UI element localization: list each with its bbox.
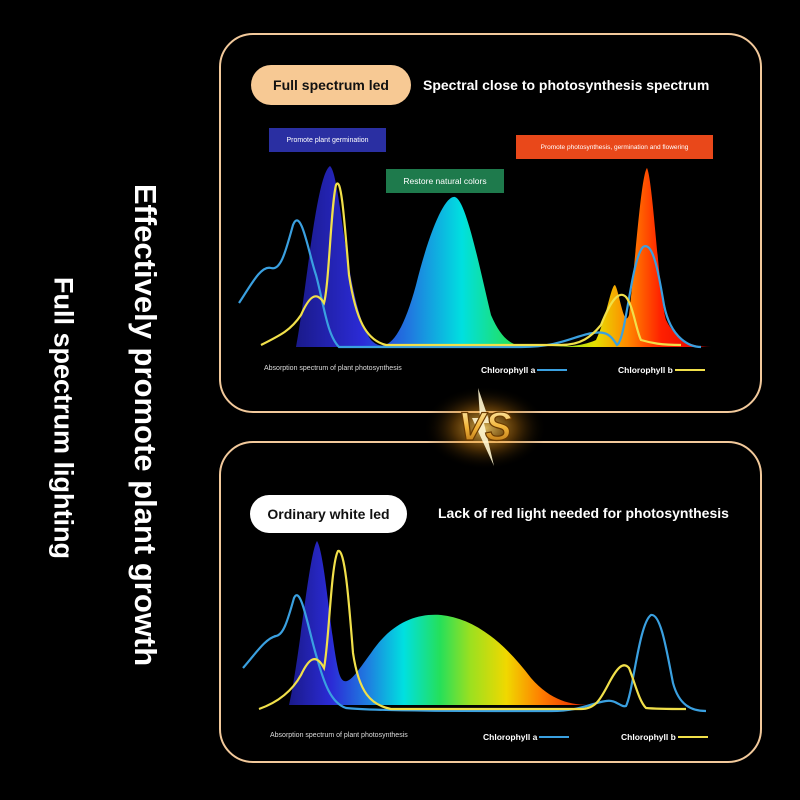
legend-swatch — [539, 736, 570, 738]
white-led-panel: Ordinary white led Lack of red light nee… — [219, 441, 762, 763]
full-spectrum-led-pill: Full spectrum led — [251, 65, 411, 105]
chlorophyll-b-curve — [258, 549, 687, 711]
germination-tag: Promote plant germination — [269, 128, 386, 152]
legend-label: Chlorophyll a — [481, 365, 536, 375]
led-spectrum-area — [296, 166, 711, 348]
chlorophyll-a-curve — [242, 594, 707, 713]
lightning-bolt-icon — [472, 388, 494, 466]
vertical-subtitle: Full spectrum lighting — [48, 277, 79, 559]
white-led-spectrum-area — [289, 541, 591, 705]
legend-swatch — [677, 736, 708, 738]
full-spectrum-panel: Full spectrum led Spectral close to phot… — [219, 33, 762, 413]
ordinary-white-led-pill: Ordinary white led — [250, 495, 407, 533]
legend-label: Chlorophyll a — [483, 732, 538, 742]
legend-chlorophyll-b: Chlorophyll b — [618, 365, 705, 375]
natural-colors-tag: Restore natural colors — [386, 169, 504, 193]
legend-chlorophyll-a: Chlorophyll a — [481, 365, 568, 375]
legend-label: Chlorophyll b — [618, 365, 673, 375]
versus-emblem: VS — [423, 386, 547, 470]
legend-swatch — [674, 369, 705, 371]
full-spectrum-heading: Spectral close to photosynthesis spectru… — [423, 77, 710, 93]
photosynthesis-tag: Promote photosynthesis, germination and … — [516, 135, 713, 159]
legend-label: Chlorophyll b — [621, 732, 676, 742]
legend-swatch — [537, 369, 568, 371]
legend-chlorophyll-a: Chlorophyll a — [483, 732, 570, 742]
white-led-chart — [242, 541, 707, 713]
white-led-heading: Lack of red light needed for photosynthe… — [438, 505, 729, 521]
legend-chlorophyll-b: Chlorophyll b — [621, 732, 708, 742]
chlorophyll-b-curve — [260, 182, 682, 347]
absorption-caption: Absorption spectrum of plant photosynthe… — [264, 365, 402, 372]
vs-label: VS — [458, 405, 512, 449]
chlorophyll-a-curve — [238, 219, 702, 349]
full-spectrum-chart — [238, 166, 711, 349]
absorption-caption: Absorption spectrum of plant photosynthe… — [270, 732, 408, 739]
vertical-slogan: Effectively promote plant growth — [128, 183, 163, 667]
